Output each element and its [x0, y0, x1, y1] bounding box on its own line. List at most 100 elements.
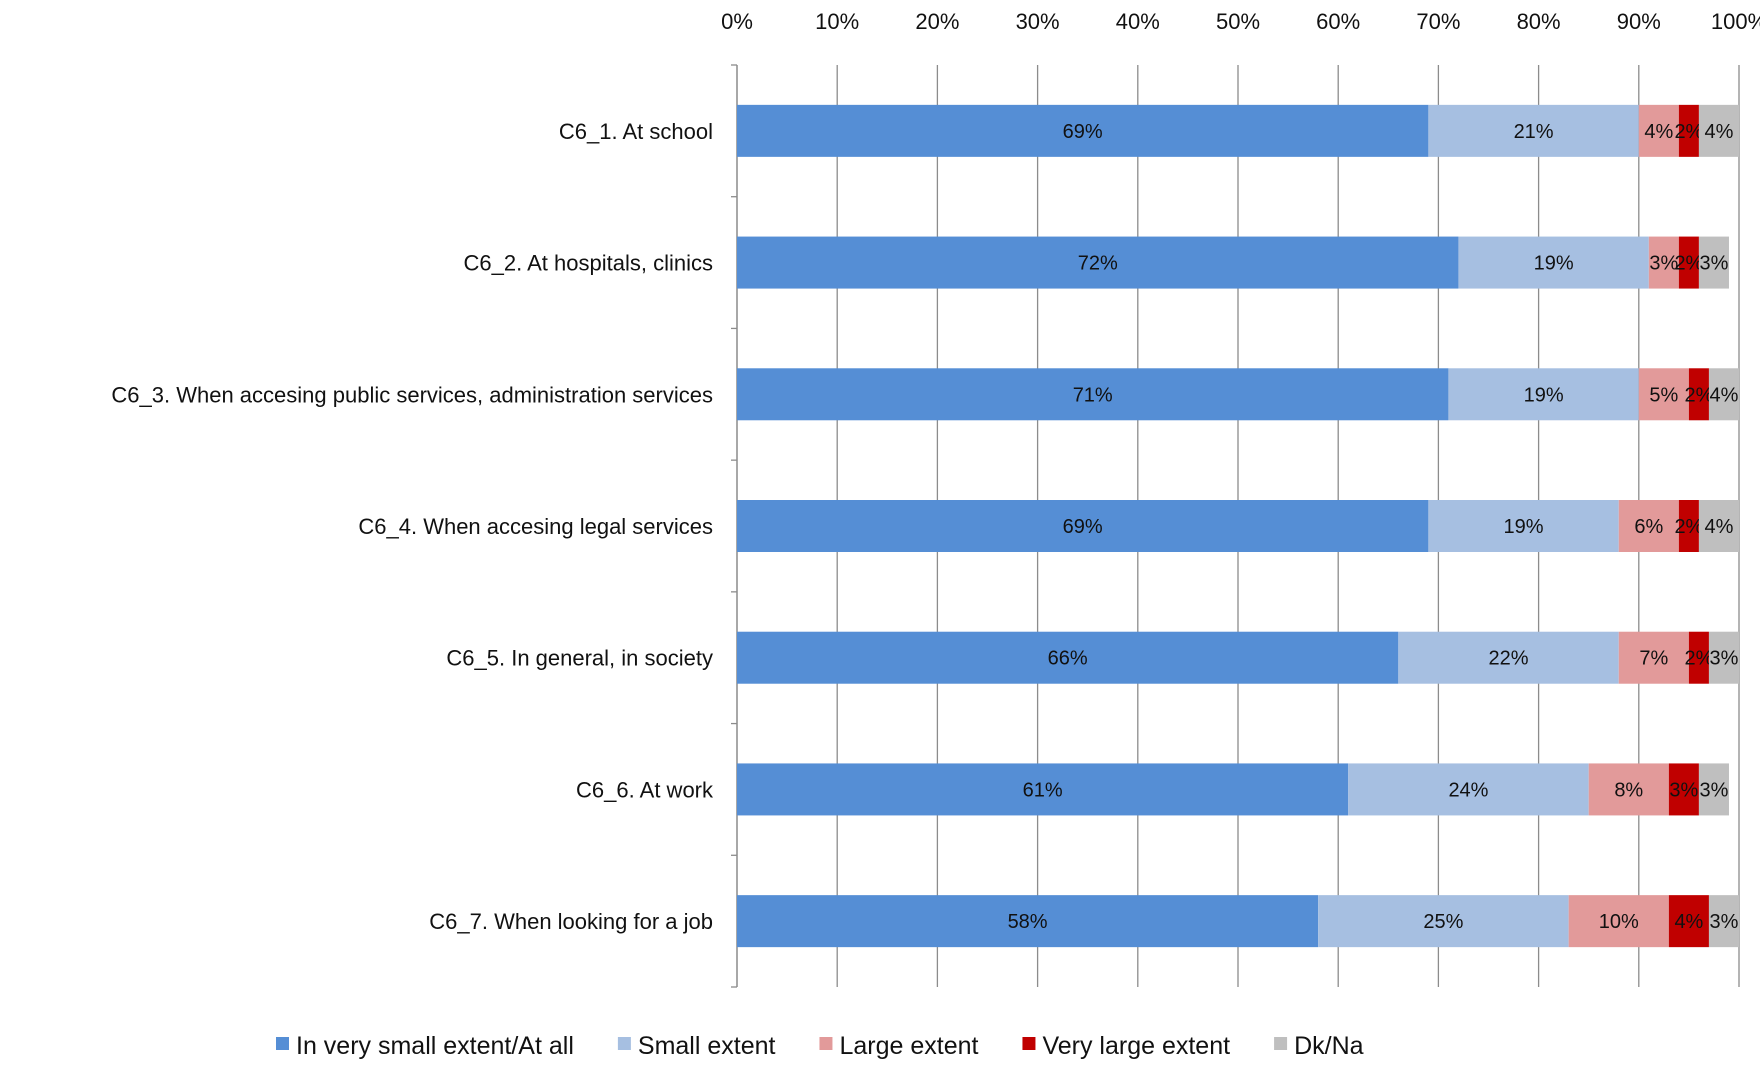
data-label: 61% — [1023, 779, 1063, 801]
legend-label: In very small extent/At all — [296, 1032, 574, 1060]
legend-swatch — [819, 1037, 833, 1050]
x-tick-label: 100% — [1711, 9, 1760, 34]
bar-segment — [1618, 631, 1689, 684]
bar-segment — [1708, 368, 1739, 421]
data-label: 6% — [1634, 516, 1663, 538]
category-label: C6_2. At hospitals, clinics — [464, 251, 713, 276]
x-tick-label: 70% — [1416, 9, 1460, 34]
legend-swatch — [276, 1037, 289, 1050]
bar-segment — [1678, 236, 1699, 289]
bar-segment — [1638, 104, 1679, 157]
data-label: 3% — [1710, 911, 1739, 933]
data-label: 69% — [1063, 121, 1103, 143]
data-label: 2% — [1674, 516, 1703, 538]
bar-segment — [737, 236, 1459, 289]
legend-swatch — [1274, 1037, 1288, 1050]
bar-segment — [737, 368, 1449, 421]
x-tick-label: 10% — [815, 9, 859, 34]
bar-segment — [1678, 104, 1699, 157]
data-label: 4% — [1705, 121, 1734, 143]
data-label: 2% — [1684, 648, 1713, 670]
bar-segment — [1698, 104, 1739, 157]
data-label: 2% — [1674, 253, 1703, 275]
x-tick-label: 20% — [915, 9, 959, 34]
x-tick-label: 50% — [1216, 9, 1260, 34]
data-label: 3% — [1699, 253, 1728, 275]
legend-swatch — [1022, 1037, 1036, 1050]
data-label: 4% — [1644, 121, 1673, 143]
x-tick-label: 80% — [1517, 9, 1561, 34]
data-label: 58% — [1008, 911, 1048, 933]
category-label: C6_4. When accesing legal services — [358, 514, 713, 539]
data-label: 2% — [1674, 121, 1703, 143]
data-label: 3% — [1699, 779, 1728, 801]
x-tick-label: 0% — [721, 9, 753, 34]
category-label: C6_6. At work — [576, 777, 714, 802]
legend-label: Very large extent — [1042, 1032, 1230, 1060]
bar-segment — [1698, 500, 1739, 552]
bar-segment — [1688, 368, 1709, 421]
category-label: C6_3. When accesing public services, adm… — [111, 382, 713, 407]
data-label: 3% — [1649, 253, 1678, 275]
data-label: 66% — [1048, 648, 1088, 670]
bar-segment — [1708, 895, 1739, 948]
legend-swatch — [617, 1037, 631, 1050]
legend-label: Dk/Na — [1294, 1032, 1364, 1060]
data-label: 10% — [1599, 911, 1639, 933]
data-label: 4% — [1674, 911, 1703, 933]
bar-segment — [1668, 763, 1699, 816]
data-label: 24% — [1448, 779, 1488, 801]
data-label: 19% — [1524, 384, 1564, 406]
bar-segment — [1708, 631, 1739, 684]
x-tick-label: 40% — [1116, 9, 1160, 34]
data-label: 3% — [1669, 779, 1698, 801]
data-label: 2% — [1684, 384, 1713, 406]
legend-label: Large extent — [839, 1032, 978, 1060]
bar-segment — [1428, 104, 1639, 157]
bar-segment — [1398, 631, 1619, 684]
data-label: 19% — [1504, 516, 1544, 538]
data-label: 7% — [1639, 648, 1668, 670]
data-label: 21% — [1514, 121, 1554, 143]
category-label: C6_7. When looking for a job — [429, 909, 713, 934]
data-label: 22% — [1489, 648, 1529, 670]
bar-segment — [1448, 368, 1639, 421]
bar-segment — [1698, 763, 1729, 816]
x-tick-label: 30% — [1016, 9, 1060, 34]
bar-segment — [1698, 236, 1729, 289]
x-tick-label: 60% — [1316, 9, 1360, 34]
data-label: 69% — [1063, 516, 1103, 538]
bar-segment — [1348, 763, 1589, 816]
category-label: C6_5. In general, in society — [446, 646, 713, 671]
bar-segment — [737, 763, 1349, 816]
legend-label: Small extent — [638, 1032, 776, 1060]
bar-segment — [1458, 236, 1649, 289]
data-label: 19% — [1534, 253, 1574, 275]
data-label: 4% — [1705, 516, 1734, 538]
category-label: C6_1. At school — [559, 119, 713, 144]
data-label: 71% — [1073, 384, 1113, 406]
data-label: 25% — [1423, 911, 1463, 933]
bar-segment — [737, 500, 1429, 552]
bar-segment — [1638, 368, 1689, 421]
bar-segment — [737, 895, 1319, 948]
bar-segment — [1568, 895, 1669, 948]
bar-segment — [1428, 500, 1619, 552]
bar-segment — [737, 631, 1399, 684]
data-label: 72% — [1078, 253, 1118, 275]
bar-segment — [1588, 763, 1669, 816]
x-tick-label: 90% — [1617, 9, 1661, 34]
bar-segment — [1648, 236, 1679, 289]
data-label: 5% — [1649, 384, 1678, 406]
data-label: 8% — [1614, 779, 1643, 801]
bar-segment — [1668, 895, 1709, 948]
bar-segment — [737, 104, 1429, 157]
bar-segment — [1678, 500, 1699, 552]
bar-segment — [1688, 631, 1709, 684]
data-label: 3% — [1710, 648, 1739, 670]
data-label: 4% — [1710, 384, 1739, 406]
bar-segment — [1618, 500, 1679, 552]
bar-segment — [1318, 895, 1569, 948]
